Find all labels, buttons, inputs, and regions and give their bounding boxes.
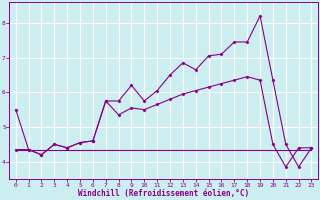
- X-axis label: Windchill (Refroidissement éolien,°C): Windchill (Refroidissement éolien,°C): [78, 189, 249, 198]
